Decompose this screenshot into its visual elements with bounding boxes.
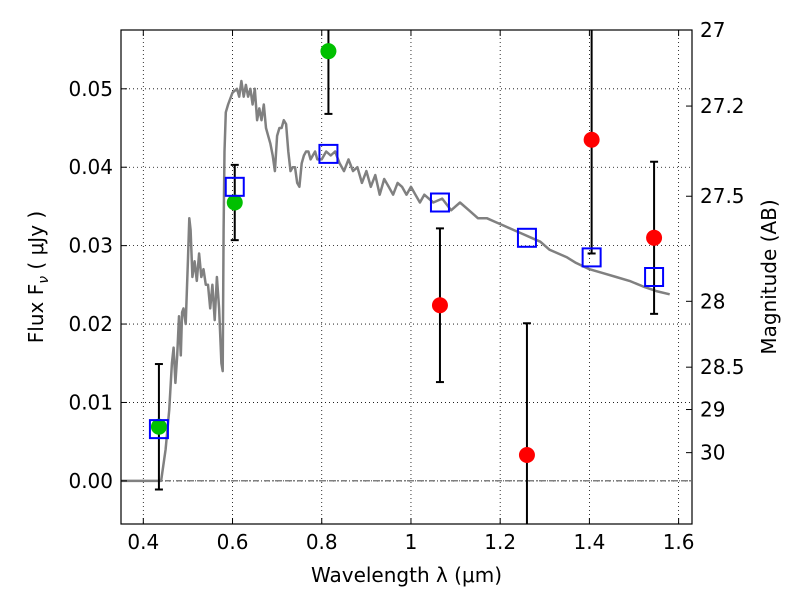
data-point (431, 297, 448, 314)
model-photometry-point (644, 267, 665, 287)
data-point (226, 194, 243, 211)
y-axis-label-unit: ( μJy ) (24, 211, 48, 276)
data-point (518, 446, 535, 463)
y-tick-label: 0.01 (68, 390, 113, 414)
error-bars-layer (154, 30, 659, 524)
right-tick-label: 28.5 (700, 355, 745, 379)
x-tick-label: 0.6 (217, 530, 249, 554)
y-tick-label: 0.04 (68, 155, 113, 179)
axis-ticks-layer: 0.4 0.6 0.8 1 1.2 1.4 1.6 0.00 0.01 0.02 0.03 0.04 0… (68, 18, 744, 554)
data-markers-layer (148, 43, 665, 463)
model-photometry-point (429, 192, 450, 213)
right-tick-label: 27.2 (700, 94, 745, 118)
data-point (320, 43, 337, 60)
y-tick-label: 0.03 (68, 234, 113, 258)
model-spectrum-layer (121, 79, 670, 483)
grid-layer (121, 30, 692, 524)
plot-frame (120, 29, 693, 525)
model-photometry-point (516, 227, 537, 248)
right-tick-label: 27.5 (700, 184, 745, 208)
x-tick-label: 0.8 (306, 530, 338, 554)
y-tick-label: 0.02 (68, 312, 113, 336)
model-photometry-point (224, 176, 245, 197)
y-axis-label-main: Flux F (24, 284, 48, 343)
model-photometry-point (318, 143, 339, 164)
model-photometry-point (148, 419, 169, 440)
right-tick-label: 27 (700, 18, 725, 42)
x-axis-label: Wavelength λ (μm) (311, 563, 502, 587)
data-point (646, 229, 663, 246)
y-axis-label-subscript: ν (36, 276, 52, 284)
data-point (150, 418, 167, 435)
x-tick-label: 1.2 (484, 530, 516, 554)
x-tick-label: 1 (405, 530, 418, 554)
x-tick-label: 1.4 (573, 530, 605, 554)
right-axis-label: Magnitude (AB) (757, 199, 781, 354)
x-tick-label: 0.4 (127, 530, 159, 554)
x-tick-label: 1.6 (663, 530, 695, 554)
data-point (583, 131, 600, 148)
y-axis-label: Flux Fν ( μJy ) (24, 211, 52, 343)
right-tick-label: 28 (700, 289, 725, 313)
y-tick-label: 0.05 (68, 77, 113, 101)
right-tick-label: 29 (700, 398, 725, 422)
model-photometry-point (581, 247, 602, 268)
y-tick-label: 0.00 (68, 469, 113, 493)
model-spectrum-line (121, 79, 670, 483)
right-tick-label: 30 (700, 441, 725, 465)
